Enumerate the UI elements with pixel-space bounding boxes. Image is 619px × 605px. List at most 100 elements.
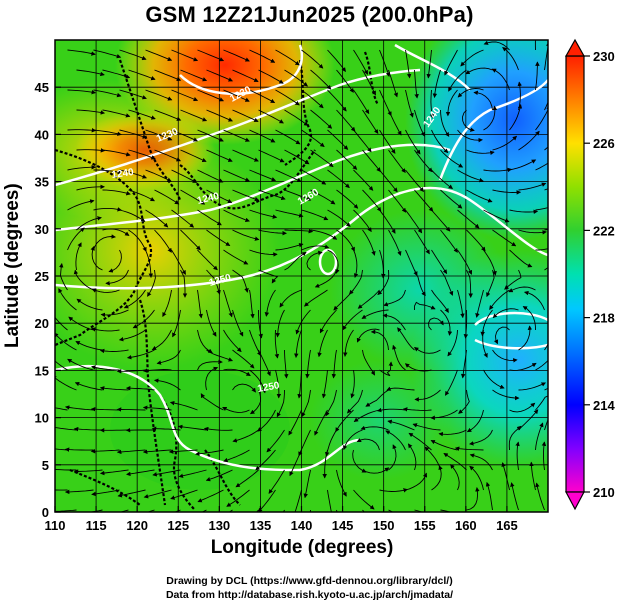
streamline-arrow bbox=[142, 368, 172, 373]
streamline-arrow bbox=[508, 286, 536, 293]
streamline-arrow bbox=[275, 242, 304, 251]
streamline-arrow bbox=[232, 349, 255, 369]
streamline-arrow bbox=[379, 209, 396, 234]
streamline-arrow bbox=[327, 49, 346, 72]
y-tick-label: 10 bbox=[35, 411, 49, 426]
streamline-arrow bbox=[362, 109, 379, 135]
streamline-arrow bbox=[195, 449, 224, 456]
streamline-arrow bbox=[257, 489, 276, 512]
streamline-arrow bbox=[93, 234, 116, 251]
streamline-arrow bbox=[232, 269, 249, 293]
streamline-arrow bbox=[483, 209, 510, 223]
streamline-arrow bbox=[249, 329, 262, 357]
streamline-arrow bbox=[515, 441, 520, 471]
streamline-arrow bbox=[480, 309, 493, 337]
streamline-arrow bbox=[222, 406, 250, 413]
streamline-arrow bbox=[518, 229, 547, 235]
streamline-arrow bbox=[457, 249, 473, 275]
streamline-arrow bbox=[535, 359, 548, 371]
streamline-arrow bbox=[304, 289, 328, 307]
streamline-arrow bbox=[55, 407, 68, 411]
x-tick-label: 140 bbox=[291, 518, 313, 533]
streamline-arrow bbox=[105, 269, 129, 286]
streamline-arrow bbox=[414, 69, 419, 99]
streamline-arrow bbox=[414, 389, 441, 402]
streamline-arrow bbox=[75, 242, 82, 271]
streamline-arrow bbox=[206, 109, 233, 122]
contour-label: 1240 bbox=[196, 191, 221, 207]
streamline-arrow bbox=[142, 405, 172, 411]
streamline-arrow bbox=[178, 469, 207, 478]
contour-label: 1250 bbox=[257, 380, 281, 395]
streamline-arrow bbox=[275, 89, 300, 106]
streamline-arrow bbox=[203, 426, 233, 432]
streamline-arrow bbox=[55, 316, 68, 331]
streamline-arrow bbox=[249, 129, 276, 143]
x-tick-label: 135 bbox=[250, 518, 272, 533]
streamline-arrow bbox=[180, 109, 208, 122]
streamline-arrow bbox=[518, 130, 540, 151]
streamline-arrow bbox=[412, 423, 441, 431]
streamline-arrow bbox=[335, 409, 354, 433]
streamline-arrow bbox=[518, 382, 546, 391]
colorbar: 210 214 218 222 226 230 bbox=[564, 38, 615, 511]
streamline-arrow bbox=[223, 449, 250, 463]
streamline-arrow bbox=[492, 389, 520, 401]
y-tick-label: 5 bbox=[42, 458, 49, 473]
streamline-arrow bbox=[74, 381, 103, 391]
streamline-arrow bbox=[275, 49, 300, 66]
streamline-arrow bbox=[447, 329, 458, 357]
streamline-arrow bbox=[197, 169, 224, 183]
streamline-arrow bbox=[143, 489, 172, 499]
streamline-arrow bbox=[483, 369, 505, 389]
streamline-arrow bbox=[232, 149, 259, 162]
streamline-arrow bbox=[353, 89, 370, 115]
streamline-arrow bbox=[172, 309, 181, 338]
streamline-arrow bbox=[68, 316, 94, 331]
streamline-arrow bbox=[523, 290, 545, 311]
y-tick-label: 40 bbox=[35, 127, 49, 142]
streamline-arrow bbox=[145, 209, 169, 228]
streamline-arrow bbox=[440, 309, 453, 336]
streamline-arrow bbox=[325, 389, 337, 417]
streamline-arrow bbox=[154, 189, 180, 205]
streamline-arrow bbox=[414, 301, 436, 310]
streamline-arrow bbox=[180, 189, 206, 205]
streamline-arrow bbox=[485, 481, 493, 511]
streamline-arrow bbox=[509, 103, 523, 131]
streamline-arrow bbox=[463, 309, 469, 339]
streamline-arrow bbox=[171, 49, 199, 62]
streamline-arrow bbox=[275, 129, 301, 145]
streamline-arrow bbox=[91, 327, 120, 332]
streamline-arrow bbox=[327, 249, 340, 274]
streamline-arrow bbox=[509, 249, 533, 268]
streamline-arrow bbox=[483, 249, 497, 276]
streamline-arrow bbox=[205, 366, 219, 391]
streamline-arrow bbox=[353, 169, 374, 191]
streamline-arrow bbox=[336, 229, 355, 252]
streamline-arrow bbox=[510, 482, 519, 511]
streamline-arrow bbox=[440, 109, 450, 137]
streamline-arrow bbox=[414, 269, 426, 297]
streamline-arrow bbox=[55, 509, 77, 512]
streamline-arrow bbox=[226, 489, 250, 507]
streamline-arrow bbox=[169, 400, 198, 411]
streamline-arrow bbox=[93, 89, 122, 98]
streamline-arrow bbox=[440, 189, 463, 209]
streamline-arrow bbox=[223, 169, 250, 182]
streamline-arrow bbox=[501, 462, 510, 491]
grid-lines bbox=[55, 40, 548, 512]
streamline-arrow bbox=[445, 89, 458, 117]
streamline-arrow bbox=[429, 89, 435, 119]
streamline-arrow bbox=[486, 269, 495, 298]
streamline-arrow bbox=[197, 209, 222, 226]
streamline-arrow bbox=[258, 269, 279, 284]
streamline-arrow bbox=[483, 105, 498, 131]
streamline-arrow bbox=[475, 289, 484, 318]
streamline-arrow bbox=[283, 349, 289, 379]
streamline-arrow bbox=[492, 189, 522, 195]
streamline-arrow bbox=[294, 489, 302, 512]
streamline-arrow bbox=[431, 465, 443, 491]
colorbar-bottom-arrow bbox=[565, 491, 585, 511]
streamline-arrow bbox=[206, 349, 234, 362]
